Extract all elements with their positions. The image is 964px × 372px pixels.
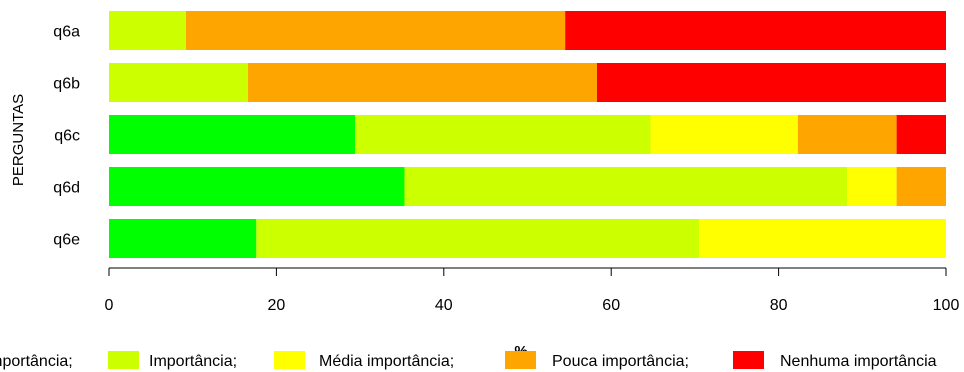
bar-segment-q6a-s4 bbox=[565, 11, 946, 50]
bar-segment-q6c-s2 bbox=[650, 115, 798, 154]
x-axis: 0 20 40 60 80 100 bbox=[105, 267, 960, 314]
bar-segment-q6d-s0 bbox=[109, 167, 405, 206]
bar-segment-q6e-s1 bbox=[256, 219, 700, 258]
bar-segment-q6b-s1 bbox=[109, 63, 248, 102]
x-tick-label-40: 40 bbox=[435, 297, 453, 314]
bar-segment-q6c-s3 bbox=[797, 115, 897, 154]
x-tick-label-60: 60 bbox=[602, 297, 620, 314]
category-label-q6a: q6a bbox=[53, 24, 80, 41]
bar-segment-q6d-s2 bbox=[847, 167, 897, 206]
bar-segment-q6a-s3 bbox=[186, 11, 566, 50]
category-labels: q6a q6b q6c q6d q6e bbox=[53, 24, 80, 249]
legend-swatch-1 bbox=[108, 351, 139, 369]
legend-label-3: Pouca importância; bbox=[552, 353, 689, 370]
bar-segment-q6c-s1 bbox=[355, 115, 651, 154]
bar-segment-q6a-s1 bbox=[109, 11, 186, 50]
x-tick-label-80: 80 bbox=[770, 297, 788, 314]
bar-segment-q6b-s4 bbox=[596, 63, 946, 102]
bar-segment-q6b-s3 bbox=[247, 63, 597, 102]
legend-swatch-2 bbox=[274, 351, 305, 369]
category-label-q6c: q6c bbox=[54, 128, 80, 145]
x-tick-label-0: 0 bbox=[105, 297, 114, 314]
category-label-q6e: q6e bbox=[53, 232, 80, 249]
bar-segment-q6c-s4 bbox=[896, 115, 946, 154]
bar-segment-q6c-s0 bbox=[109, 115, 356, 154]
bars-group bbox=[109, 11, 946, 258]
bar-segment-q6d-s1 bbox=[404, 167, 848, 206]
bar-segment-q6e-s0 bbox=[109, 219, 257, 258]
legend-swatch-4 bbox=[733, 351, 764, 369]
y-axis-title: PERGUNTAS bbox=[10, 94, 27, 186]
category-label-q6d: q6d bbox=[53, 180, 80, 197]
bar-segment-q6e-s2 bbox=[699, 219, 946, 258]
bar-segment-q6d-s3 bbox=[896, 167, 946, 206]
category-label-q6b: q6b bbox=[53, 76, 80, 93]
x-tick-label-20: 20 bbox=[268, 297, 286, 314]
x-tick-label-100: 100 bbox=[933, 297, 960, 314]
legend-label-2: Média importância; bbox=[319, 353, 454, 370]
legend: Muita importância; Importância; Média impo… bbox=[0, 351, 937, 370]
legend-label-1: Importância; bbox=[149, 353, 237, 370]
legend-label-0: Muita importância; bbox=[0, 353, 73, 370]
legend-swatch-3 bbox=[505, 351, 536, 369]
legend-label-4: Nenhuma importância bbox=[780, 353, 937, 370]
